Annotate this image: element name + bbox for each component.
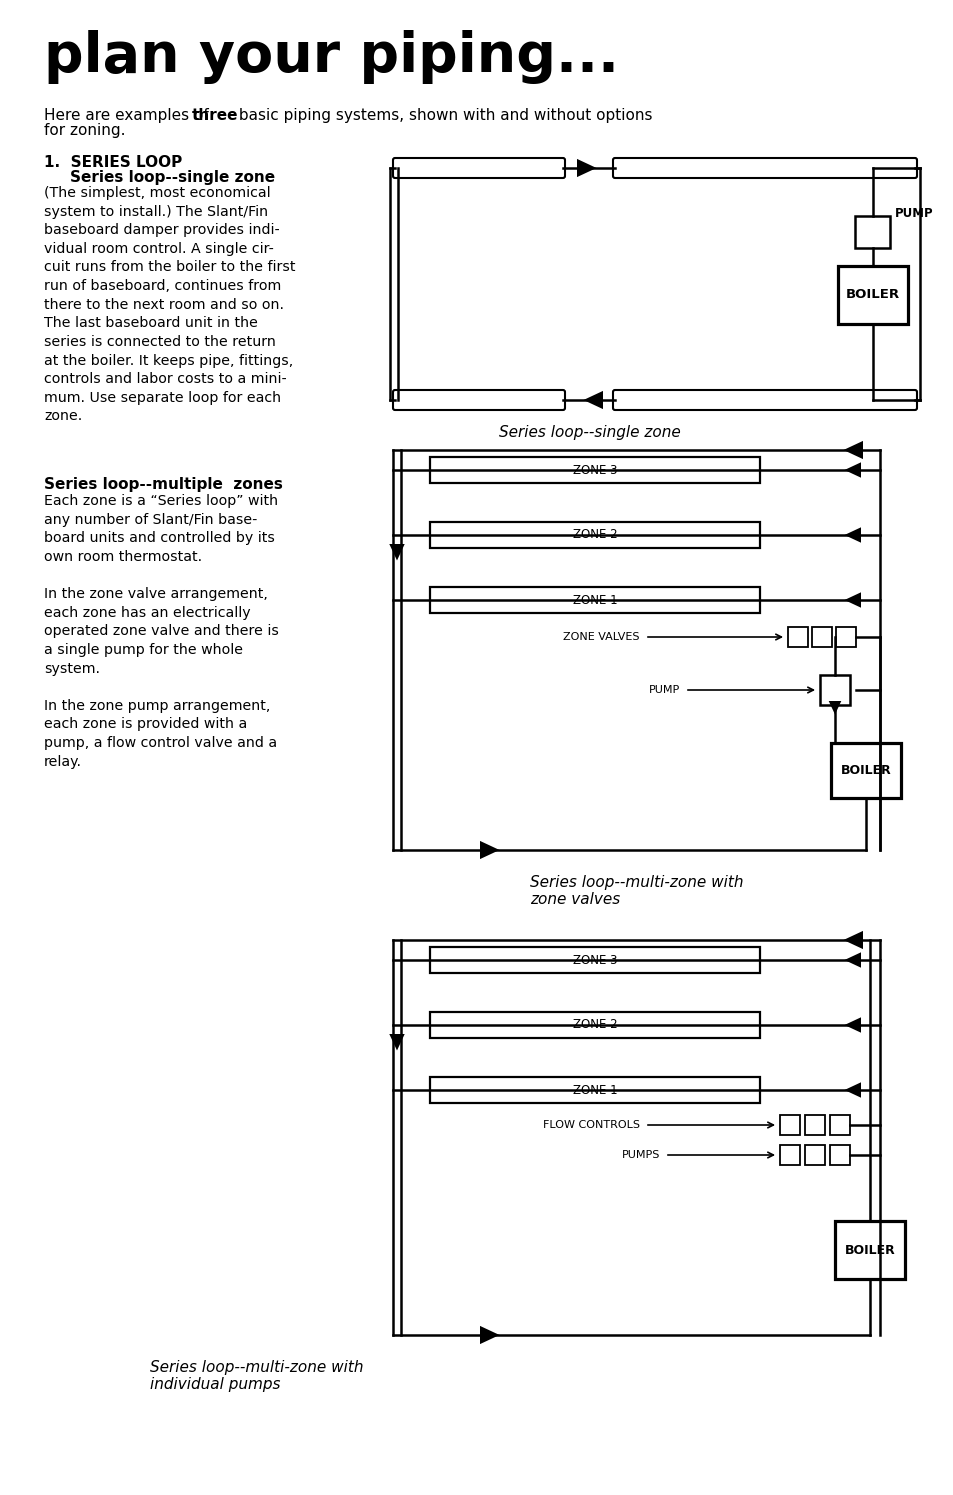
Text: FLOW CONTROLS: FLOW CONTROLS bbox=[542, 1120, 639, 1130]
Bar bbox=[834, 1221, 904, 1280]
FancyBboxPatch shape bbox=[613, 158, 916, 178]
Polygon shape bbox=[843, 952, 861, 967]
Bar bbox=[787, 626, 807, 647]
Text: ZONE 2: ZONE 2 bbox=[572, 1018, 617, 1032]
Polygon shape bbox=[479, 840, 499, 860]
Polygon shape bbox=[842, 441, 862, 459]
Text: PUMP: PUMP bbox=[894, 206, 933, 220]
Text: ZONE 2: ZONE 2 bbox=[572, 529, 617, 541]
FancyBboxPatch shape bbox=[613, 390, 916, 410]
Text: basic piping systems, shown with and without options: basic piping systems, shown with and wit… bbox=[233, 108, 652, 123]
Polygon shape bbox=[843, 528, 861, 543]
Polygon shape bbox=[389, 1035, 404, 1051]
Text: plan your piping...: plan your piping... bbox=[44, 30, 618, 84]
Bar bbox=[837, 266, 907, 324]
Text: Series loop--multiple  zones: Series loop--multiple zones bbox=[44, 477, 283, 492]
Text: 1.  SERIES LOOP: 1. SERIES LOOP bbox=[44, 155, 182, 170]
Text: Series loop--single zone: Series loop--single zone bbox=[70, 170, 274, 185]
Bar bbox=[430, 946, 760, 973]
Polygon shape bbox=[842, 931, 862, 949]
Bar bbox=[830, 743, 900, 797]
Text: Each zone is a “Series loop” with
any number of Slant/Fin base-
board units and : Each zone is a “Series loop” with any nu… bbox=[44, 493, 278, 768]
Text: ZONE 1: ZONE 1 bbox=[572, 594, 617, 607]
Bar bbox=[780, 1145, 800, 1165]
Text: ZONE 1: ZONE 1 bbox=[572, 1084, 617, 1096]
Bar bbox=[430, 457, 760, 483]
Text: BOILER: BOILER bbox=[843, 1244, 895, 1256]
Text: PUMP: PUMP bbox=[648, 685, 679, 695]
Text: for zoning.: for zoning. bbox=[44, 123, 126, 138]
Text: three: three bbox=[192, 108, 238, 123]
Bar bbox=[829, 1115, 849, 1135]
Text: Here are examples of: Here are examples of bbox=[44, 108, 213, 123]
Polygon shape bbox=[843, 462, 861, 478]
Bar bbox=[430, 588, 760, 613]
Text: (The simplest, most economical
system to install.) The Slant/Fin
baseboard dampe: (The simplest, most economical system to… bbox=[44, 185, 295, 423]
Text: PUMPS: PUMPS bbox=[621, 1150, 659, 1160]
Text: BOILER: BOILER bbox=[845, 289, 899, 302]
Polygon shape bbox=[843, 592, 861, 607]
Polygon shape bbox=[389, 544, 404, 561]
Bar bbox=[820, 676, 849, 706]
Bar bbox=[855, 215, 889, 248]
Bar bbox=[804, 1115, 824, 1135]
Polygon shape bbox=[843, 1082, 861, 1097]
FancyBboxPatch shape bbox=[393, 158, 564, 178]
Polygon shape bbox=[583, 390, 602, 410]
Text: ZONE 3: ZONE 3 bbox=[572, 954, 617, 966]
Text: Series loop--single zone: Series loop--single zone bbox=[498, 425, 680, 440]
Bar bbox=[835, 626, 855, 647]
Text: Series loop--multi-zone with
individual pumps: Series loop--multi-zone with individual … bbox=[150, 1360, 363, 1392]
Bar bbox=[430, 1076, 760, 1103]
Bar bbox=[804, 1145, 824, 1165]
Text: ZONE VALVES: ZONE VALVES bbox=[563, 632, 639, 641]
FancyBboxPatch shape bbox=[393, 390, 564, 410]
Polygon shape bbox=[828, 701, 841, 715]
Polygon shape bbox=[843, 1017, 861, 1033]
Text: ZONE 3: ZONE 3 bbox=[572, 463, 617, 477]
Text: BOILER: BOILER bbox=[840, 764, 890, 776]
Polygon shape bbox=[479, 1326, 499, 1344]
Text: Series loop--multi-zone with
zone valves: Series loop--multi-zone with zone valves bbox=[530, 875, 742, 907]
Bar bbox=[430, 522, 760, 549]
Bar bbox=[829, 1145, 849, 1165]
Bar bbox=[811, 626, 831, 647]
Bar bbox=[430, 1012, 760, 1038]
Bar bbox=[780, 1115, 800, 1135]
Polygon shape bbox=[577, 158, 596, 176]
